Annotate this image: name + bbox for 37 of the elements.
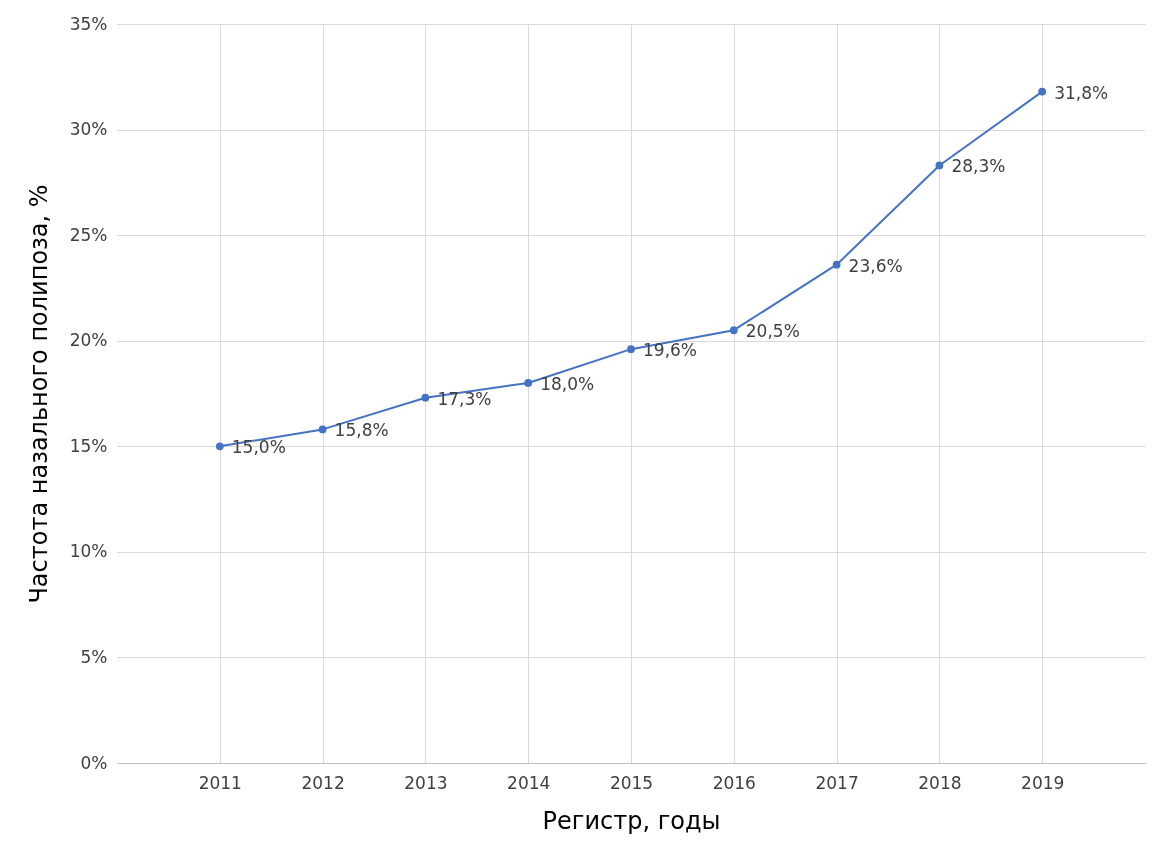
point bbox=[935, 161, 944, 170]
x-tick-label: 2011 bbox=[198, 772, 242, 793]
x-tick-label: 2015 bbox=[609, 772, 654, 793]
y-tick-label: 15% bbox=[69, 435, 108, 456]
x-axis-title: Регистр, годы bbox=[542, 806, 721, 835]
y-tick-label: 20% bbox=[69, 330, 108, 351]
point bbox=[1038, 87, 1047, 96]
y-axis-title: Частота назального полипоза, % bbox=[24, 184, 53, 604]
x-tick-label: 2012 bbox=[301, 772, 345, 793]
point bbox=[318, 425, 327, 434]
data-label: 18,0% bbox=[540, 373, 595, 394]
data-label: 17,3% bbox=[437, 388, 492, 409]
y-tick-label: 35% bbox=[69, 13, 108, 34]
data-label: 15,0% bbox=[231, 437, 286, 458]
y-tick-label: 10% bbox=[69, 541, 108, 562]
point bbox=[729, 326, 738, 335]
data-label: 20,5% bbox=[745, 321, 800, 342]
point bbox=[524, 379, 533, 387]
point bbox=[215, 442, 224, 451]
point bbox=[421, 393, 430, 402]
y-tick-label: 5% bbox=[80, 646, 108, 667]
y-tick-label: 0% bbox=[80, 752, 108, 773]
point bbox=[832, 260, 841, 269]
data-label: 28,3% bbox=[951, 156, 1006, 177]
data-label: 31,8% bbox=[1054, 82, 1109, 103]
x-tick-label: 2019 bbox=[1021, 772, 1065, 793]
x-tick-label: 2016 bbox=[712, 772, 756, 793]
y-tick-label: 25% bbox=[69, 224, 108, 245]
data-label: 15,8% bbox=[334, 420, 389, 441]
data-label: 19,6% bbox=[643, 340, 698, 361]
x-tick-label: 2014 bbox=[507, 772, 551, 793]
point bbox=[627, 345, 635, 354]
y-tick-label: 30% bbox=[69, 119, 108, 140]
x-tick-label: 2018 bbox=[918, 772, 962, 793]
x-tick-label: 2013 bbox=[404, 772, 448, 793]
data-label: 23,6% bbox=[848, 255, 903, 276]
x-tick-label: 2017 bbox=[815, 772, 859, 793]
